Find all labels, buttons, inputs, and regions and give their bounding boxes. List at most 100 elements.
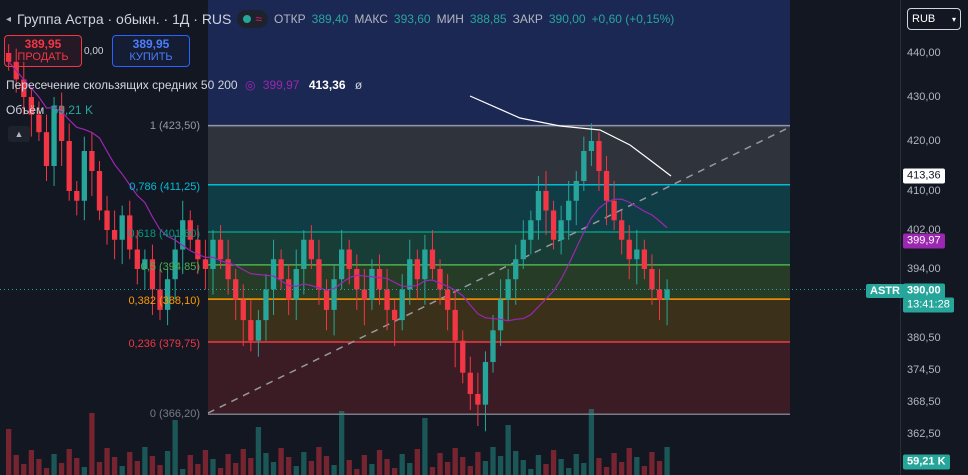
fib-trendline — [207, 126, 791, 414]
volume-bar — [225, 454, 231, 475]
candle — [535, 191, 542, 221]
price-axis[interactable]: RUB ▾ 440,00 430,00 420,00 410,00 402,00 394,… — [900, 0, 968, 475]
candle — [391, 309, 398, 321]
price-tick: 420,00 — [907, 135, 941, 147]
volume-bar — [588, 409, 595, 475]
candle — [422, 249, 428, 280]
ma-cross-legend[interactable]: Пересечение скользящих средних 50 200 ◎ … — [6, 78, 362, 92]
volume-bar — [180, 469, 186, 475]
fib-label: 0,382 (388,10) — [128, 295, 200, 308]
volume-bar — [497, 456, 504, 475]
hide-icon[interactable]: ø — [354, 78, 363, 92]
candle — [28, 97, 35, 115]
volume-bar — [596, 458, 602, 475]
symbol-title[interactable]: Группа Астра · обыкн. · 1Д · RUS — [17, 11, 232, 27]
candle — [543, 191, 549, 211]
price-tick: 394,00 — [907, 263, 941, 275]
candle — [414, 259, 420, 280]
fib-zone — [208, 342, 790, 415]
volume-bar — [573, 454, 579, 475]
high-value: 393,60 — [393, 12, 431, 26]
volume-bar — [127, 452, 133, 475]
volume-bar — [157, 465, 163, 475]
buy-button[interactable]: 389,95 КУПИТЬ — [112, 35, 190, 67]
volume-bar — [482, 461, 489, 475]
chevron-left-icon[interactable]: ◂ — [6, 13, 12, 25]
fib-zone — [208, 264, 790, 300]
candle — [437, 269, 443, 290]
volume-bar — [36, 459, 42, 475]
ma50-line — [8, 61, 668, 322]
volume-bar — [444, 462, 451, 475]
candle — [520, 239, 526, 260]
collapse-legend-icon[interactable]: ▲ — [8, 126, 30, 142]
volume-bar — [581, 463, 587, 475]
candle — [641, 249, 648, 269]
volume-bar — [21, 464, 27, 475]
volume-bar — [202, 450, 209, 475]
fib-zone — [208, 231, 790, 265]
candle — [626, 239, 632, 260]
volume-bar — [354, 469, 360, 475]
buy-price: 389,95 — [132, 37, 170, 51]
candle — [134, 249, 140, 269]
candle — [89, 151, 95, 171]
candle — [384, 289, 390, 310]
market-status-icon[interactable]: ≈ — [237, 10, 268, 28]
price-tick: 374,50 — [907, 364, 941, 376]
chart-area[interactable] — [0, 0, 900, 475]
volume-bar — [286, 457, 292, 475]
currency-label: RUB — [912, 13, 936, 25]
chevron-down-icon: ▾ — [951, 14, 956, 24]
candle — [323, 289, 330, 310]
price-chart[interactable] — [0, 0, 900, 475]
price-tick: 380,50 — [907, 332, 941, 344]
volume-bar — [172, 420, 178, 475]
volume-legend[interactable]: Объём 59,21 K — [6, 103, 93, 117]
volume-bar — [414, 449, 420, 475]
indicator-settings-icon[interactable]: ◎ — [244, 78, 256, 92]
candle — [308, 239, 315, 260]
candle — [573, 181, 579, 201]
candle — [293, 269, 299, 300]
close-label: ЗАКР — [512, 12, 543, 26]
volume-bar — [248, 458, 254, 475]
candle — [74, 191, 80, 201]
fib-label: 1 (423,50) — [149, 119, 200, 132]
candle — [444, 289, 451, 310]
volume-bar — [566, 468, 572, 475]
candle — [656, 289, 663, 300]
volume-bar — [490, 447, 496, 475]
candle — [278, 259, 284, 280]
candle — [376, 269, 383, 290]
sell-button[interactable]: 389,95 ПРОДАТЬ — [4, 35, 82, 67]
candle — [634, 249, 640, 260]
candle — [452, 309, 458, 341]
volume-bar — [217, 468, 224, 475]
buy-label: КУПИТЬ — [129, 51, 173, 63]
volume-value: 59,21 K — [51, 103, 93, 117]
symbol-tag: ASTR — [866, 284, 904, 298]
volume-bar — [233, 463, 239, 475]
candle — [339, 249, 345, 280]
candle — [142, 259, 148, 269]
volume-bar — [346, 460, 352, 475]
candle — [255, 320, 262, 341]
fib-label: 0,786 (411,25) — [129, 180, 200, 193]
candle — [346, 249, 352, 269]
volume-bar — [452, 448, 458, 475]
volume-bar — [558, 459, 564, 475]
open-value: 389,40 — [311, 12, 349, 26]
candle — [581, 151, 587, 181]
ma-cross-name: Пересечение скользящих средних 50 200 — [6, 78, 238, 92]
currency-selector[interactable]: RUB ▾ — [907, 8, 961, 30]
candle — [180, 220, 186, 250]
price-tick: 440,00 — [907, 47, 941, 59]
volume-bar — [407, 463, 413, 475]
candle — [550, 210, 557, 240]
volume-bar — [535, 455, 542, 475]
volume-bar — [195, 464, 201, 475]
price-tick: 402,00 — [907, 224, 941, 236]
candle — [490, 330, 496, 362]
volume-bar — [422, 418, 428, 475]
